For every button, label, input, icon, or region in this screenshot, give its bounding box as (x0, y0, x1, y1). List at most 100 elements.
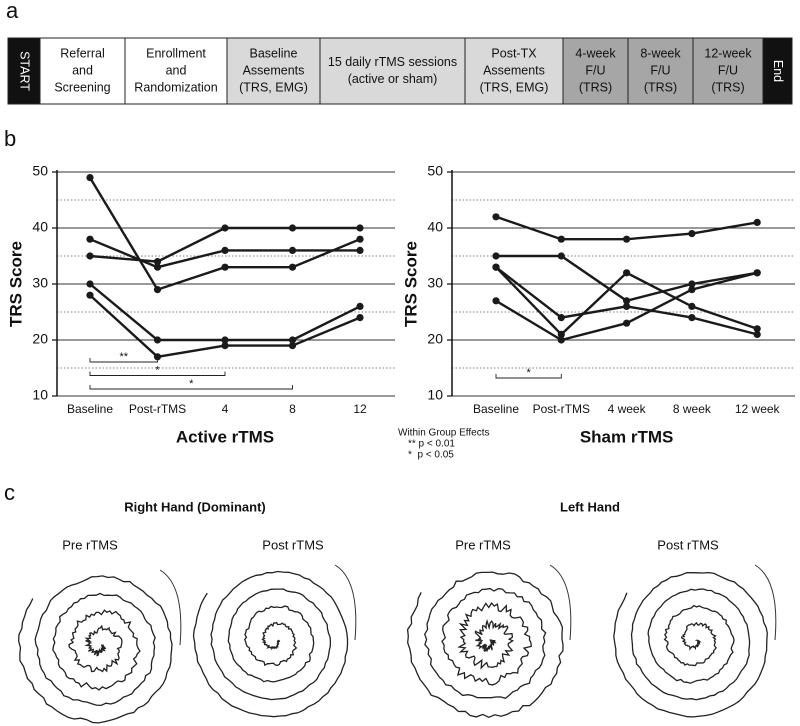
y-tick-label: 10 (32, 387, 48, 403)
point (221, 342, 229, 350)
flow-text: Assements (243, 63, 305, 77)
flow-text: Baseline (250, 46, 298, 60)
flow-text: End (771, 60, 785, 82)
flow-text: Enrollment (146, 46, 206, 60)
point (288, 224, 297, 232)
flow-text: (TRS) (644, 80, 677, 94)
point (356, 246, 364, 254)
drawing-label: Pre rTMS (62, 537, 118, 552)
panel-label: a (6, 0, 19, 23)
x-tick-label: Post-rTMS (129, 402, 186, 416)
x-tick-label: 8 (289, 402, 296, 416)
flow-text: F/U (650, 63, 670, 77)
x-tick-label: 4 (222, 402, 229, 416)
point (688, 302, 696, 310)
chart-title: Active rTMS (176, 427, 274, 446)
point (288, 246, 297, 254)
significance-bracket (495, 374, 562, 379)
guide-tail (159, 569, 182, 646)
significance-label: * (189, 378, 194, 390)
charts: 10 20 30 40 50 TRS Score Baseline Post-rTMS 4 8 12… (6, 163, 795, 446)
x-tick-label: 8 week (673, 402, 712, 416)
point (492, 263, 500, 271)
point (492, 252, 500, 260)
significance-bracket (89, 371, 226, 376)
flow-box (7, 37, 41, 105)
flow-text: Referral (60, 46, 104, 60)
point (153, 286, 162, 294)
panel-label: b (4, 126, 16, 151)
point (153, 258, 162, 266)
flow-text: 12-week (704, 46, 752, 60)
flow-box (627, 37, 694, 105)
panel-label: c (4, 480, 15, 505)
chart: 10 20 30 40 50 TRS Score Baseline Post-rTMS 4 we… (401, 163, 795, 446)
chart-title: Sham rTMS (580, 427, 674, 446)
flow-text: (TRS, EMG) (480, 80, 549, 94)
x-tick-label: Post-rTMS (533, 402, 590, 416)
point (356, 314, 364, 322)
drawing-label: Post rTMS (657, 537, 719, 552)
y-tick-label: 20 (427, 331, 443, 347)
drawings: Right Hand (Dominant) Left Hand Pre rTMS… (18, 499, 777, 724)
point (688, 230, 696, 238)
point (623, 302, 631, 310)
point (153, 336, 162, 344)
chart: 10 20 30 40 50 TRS Score Baseline Post-rTMS 4 8 12… (6, 163, 395, 446)
point (557, 314, 565, 322)
y-tick-label: 10 (427, 387, 443, 403)
series-line (88, 176, 361, 292)
flow-box (762, 37, 793, 105)
point (623, 269, 631, 277)
flow-box (319, 37, 466, 105)
point (356, 235, 364, 243)
flow-text: 4-week (575, 46, 616, 60)
point (753, 269, 761, 277)
point (153, 353, 162, 361)
flow-text: and (72, 63, 93, 77)
point (492, 213, 500, 221)
spiral-drawing (192, 570, 349, 718)
drawing-label: Pre rTMS (455, 537, 511, 552)
y-tick-label: 20 (32, 331, 48, 347)
x-tick-label: 4 week (608, 402, 647, 416)
y-tick-label: 30 (427, 275, 443, 291)
point (86, 280, 94, 288)
flow-box (692, 37, 764, 105)
flow-text: (active or sham) (348, 72, 438, 86)
y-tick-label: 30 (32, 275, 48, 291)
key-title: Within Group Effects (398, 428, 490, 439)
flow-text: (TRS, EMG) (239, 80, 308, 94)
point (288, 263, 297, 271)
point (86, 252, 94, 260)
point (221, 263, 229, 271)
point (557, 330, 565, 338)
flow-box (124, 37, 228, 105)
point (288, 342, 297, 350)
flow-box (39, 37, 126, 105)
point (557, 336, 565, 344)
point (623, 319, 631, 327)
y-tick-label: 50 (427, 163, 443, 179)
flow-text: F/U (585, 63, 605, 77)
significance-bracket (89, 358, 158, 363)
flow-text: START (18, 51, 32, 91)
y-tick-label: 50 (32, 163, 48, 179)
key-entry: ** p < 0.01 (408, 439, 455, 450)
point (753, 218, 761, 226)
point (86, 174, 94, 182)
flowchart: START Referral and Screening Enrollment and Ra… (7, 37, 793, 105)
significance-label: ** (119, 351, 128, 363)
flow-text: Screening (54, 80, 110, 94)
significance-bracket (89, 385, 293, 390)
x-tick-label: Baseline (67, 402, 113, 416)
flow-text: (TRS) (579, 80, 612, 94)
guide-tail (549, 564, 572, 641)
point (557, 235, 565, 243)
spiral-drawing (18, 575, 173, 724)
flow-box (562, 37, 629, 105)
point (688, 280, 696, 288)
point (557, 252, 565, 260)
point (153, 263, 162, 271)
